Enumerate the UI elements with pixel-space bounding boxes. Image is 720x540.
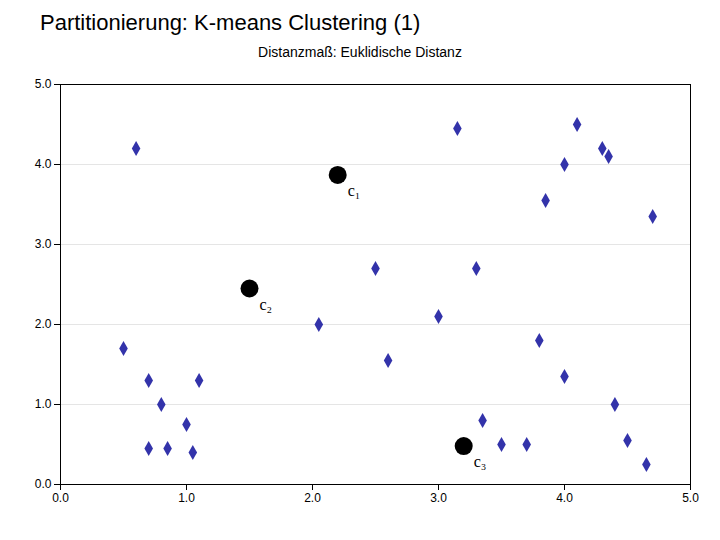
- svg-text:1.0: 1.0: [35, 397, 52, 411]
- svg-text:2.0: 2.0: [304, 491, 321, 505]
- html-text:Distanzmaß: Euklidische Distan: Distanzmaß: Euklidische Distanz: [258, 44, 462, 60]
- svg-text:1.0: 1.0: [178, 491, 195, 505]
- svg-text:4.0: 4.0: [556, 491, 573, 505]
- svg-text:c₃: c₃: [474, 453, 487, 470]
- svg-text:5.0: 5.0: [35, 77, 52, 91]
- svg-text:3.0: 3.0: [430, 491, 447, 505]
- html-text:Partitionierung: K-means Clust: Partitionierung: K-means Clustering (1): [40, 10, 421, 35]
- svg-text:c₁: c₁: [348, 182, 361, 199]
- svg-text:4.0: 4.0: [35, 157, 52, 171]
- svg-text:2.0: 2.0: [35, 317, 52, 331]
- svg-text:3.0: 3.0: [35, 237, 52, 251]
- svg-text:0.0: 0.0: [35, 477, 52, 491]
- svg-text:0.0: 0.0: [52, 491, 69, 505]
- svg-text:c₂: c₂: [260, 296, 273, 313]
- svg-text:5.0: 5.0: [682, 491, 699, 505]
